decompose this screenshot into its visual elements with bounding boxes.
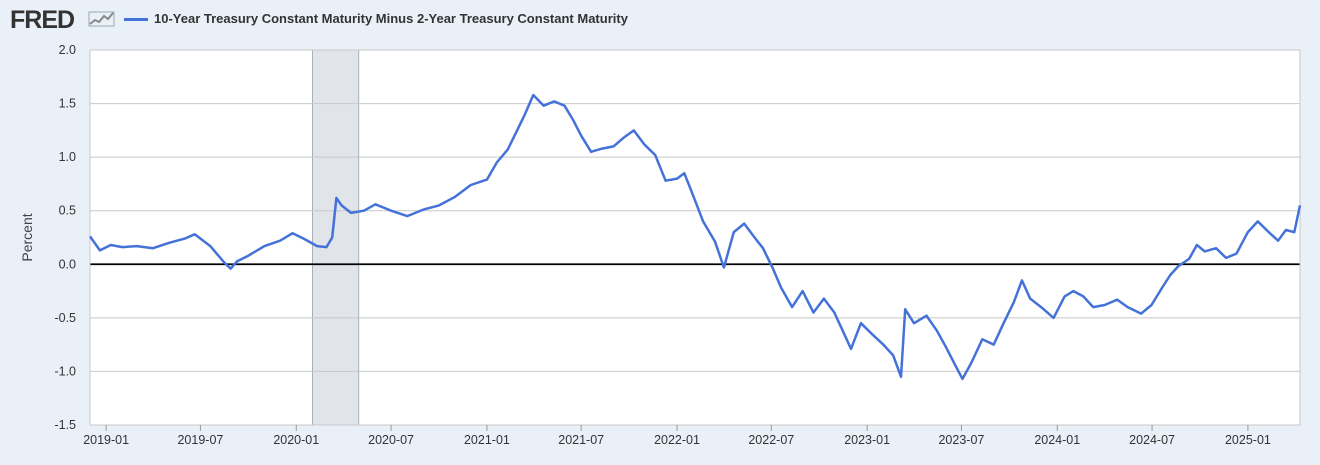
x-tick-label: 2023-07 — [938, 433, 984, 447]
x-tick-label: 2021-01 — [464, 433, 510, 447]
y-tick-label: 2.0 — [59, 43, 76, 57]
x-tick-label: 2019-01 — [83, 433, 129, 447]
plot-background — [90, 50, 1300, 425]
fred-logo[interactable]: FRED — [10, 6, 75, 34]
series-line — [88, 93, 1302, 381]
y-tick-label: 1.5 — [59, 97, 76, 111]
x-tick-label: 2023-01 — [844, 433, 890, 447]
y-tick-label: -0.5 — [54, 311, 76, 325]
chart-line-icon — [88, 11, 115, 27]
legend-label: 10-Year Treasury Constant Maturity Minus… — [154, 11, 628, 26]
y-tick-label: 0.5 — [59, 204, 76, 218]
y-axis-title: Percent — [19, 213, 35, 261]
x-tick-label: 2022-01 — [654, 433, 700, 447]
y-tick-label: -1.0 — [54, 364, 76, 378]
chart-header: FRED 10-Year Treasury Constant Maturity … — [0, 0, 1320, 40]
recession-band — [312, 49, 360, 426]
y-tick-label: 1.0 — [59, 150, 76, 164]
y-tick-label: -1.5 — [54, 418, 76, 432]
x-tick-label: 2022-07 — [748, 433, 794, 447]
x-tick-label: 2020-01 — [273, 433, 319, 447]
y-tick-label: 0.0 — [59, 257, 76, 271]
legend-swatch — [124, 18, 148, 21]
x-tick-label: 2021-07 — [558, 433, 604, 447]
x-tick-label: 2024-07 — [1129, 433, 1175, 447]
x-tick-label: 2024-01 — [1034, 433, 1080, 447]
x-tick-label: 2025-01 — [1225, 433, 1271, 447]
x-tick-label: 2019-07 — [177, 433, 223, 447]
x-tick-label: 2020-07 — [368, 433, 414, 447]
